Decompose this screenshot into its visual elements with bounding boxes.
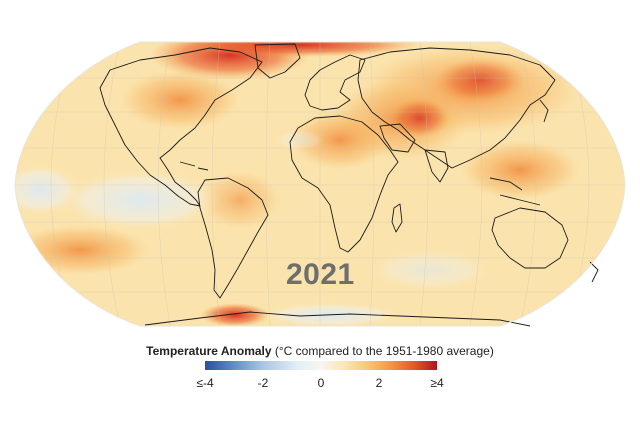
graticule xyxy=(15,42,625,326)
globe-outline xyxy=(14,41,626,327)
greenland-outline xyxy=(254,43,301,79)
year-label: 2021 xyxy=(286,258,355,291)
antarctica-outline xyxy=(144,311,531,327)
australia-outline xyxy=(491,207,569,269)
asia-outline xyxy=(357,47,556,169)
legend-tick-label: ≤-4 xyxy=(196,376,214,390)
legend-title-bold: Temperature Anomaly xyxy=(146,344,272,358)
africa-outline xyxy=(289,115,399,253)
coastlines xyxy=(99,43,599,327)
legend-tick-label: -2 xyxy=(257,376,269,390)
europe-outline xyxy=(304,54,366,111)
south-america-outline xyxy=(197,177,269,299)
legend-title-rest: (°C compared to the 1951-1980 average) xyxy=(271,344,494,358)
legend-color-bar xyxy=(205,361,437,370)
world-map xyxy=(14,41,626,327)
legend-tick-label: 2 xyxy=(375,376,383,390)
legend-tick-label: 0 xyxy=(317,376,325,390)
north-america-outline xyxy=(99,47,263,207)
legend-title: Temperature Anomaly (°C compared to the … xyxy=(0,344,640,358)
legend-tick-label: ≥4 xyxy=(430,376,444,390)
